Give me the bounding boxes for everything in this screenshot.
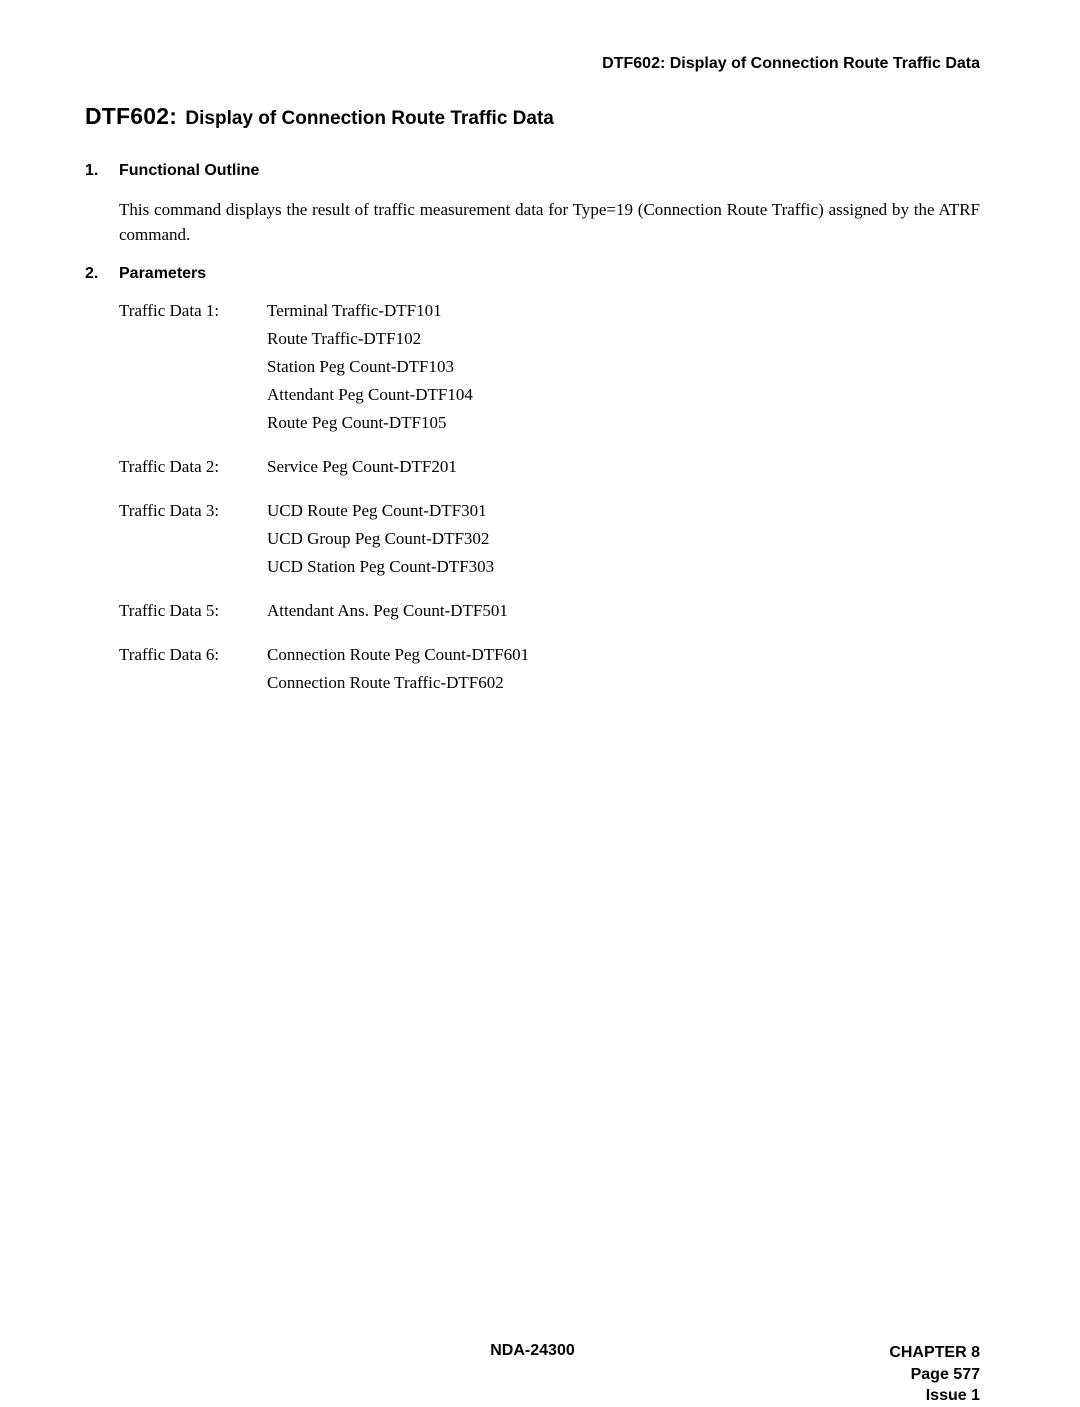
title-rest: Display of Connection Route Traffic Data [185,108,553,129]
param-item: Terminal Traffic-DTF101 [267,301,473,321]
param-items: Attendant Ans. Peg Count-DTF501 [267,601,508,621]
param-group-3: Traffic Data 3: UCD Route Peg Count-DTF3… [119,501,980,577]
title-code: DTF602 [85,103,169,129]
param-items: Service Peg Count-DTF201 [267,457,457,477]
param-item: Route Traffic-DTF102 [267,329,473,349]
param-label: Traffic Data 1: [119,301,267,433]
param-group-2: Traffic Data 2: Service Peg Count-DTF201 [119,457,980,477]
param-label: Traffic Data 2: [119,457,267,477]
param-group-5: Traffic Data 5: Attendant Ans. Peg Count… [119,601,980,621]
param-items: Terminal Traffic-DTF101 Route Traffic-DT… [267,301,473,433]
param-items: Connection Route Peg Count-DTF601 Connec… [267,645,529,693]
param-group-6: Traffic Data 6: Connection Route Peg Cou… [119,645,980,693]
param-item: Connection Route Peg Count-DTF601 [267,645,529,665]
running-header: DTF602: Display of Connection Route Traf… [85,55,980,73]
section-2-title: Parameters [119,265,206,283]
footer-chapter: CHAPTER 8 [889,1342,980,1364]
param-items: UCD Route Peg Count-DTF301 UCD Group Peg… [267,501,494,577]
page-title: DTF602: Display of Connection Route Traf… [85,103,980,130]
parameters-block: Traffic Data 1: Terminal Traffic-DTF101 … [119,301,980,693]
param-item: Attendant Peg Count-DTF104 [267,385,473,405]
footer-doc-id: NDA-24300 [85,1342,980,1360]
param-label: Traffic Data 6: [119,645,267,693]
section-2-heading: 2. Parameters [85,265,980,283]
footer-right: CHAPTER 8 Page 577 Issue 1 [889,1342,980,1407]
section-1-heading: 1. Functional Outline [85,162,980,180]
section-2-number: 2. [85,265,119,283]
param-item: Attendant Ans. Peg Count-DTF501 [267,601,508,621]
param-item: UCD Station Peg Count-DTF303 [267,557,494,577]
param-label: Traffic Data 5: [119,601,267,621]
footer-issue: Issue 1 [889,1385,980,1407]
section-1-number: 1. [85,162,119,180]
section-1-title: Functional Outline [119,162,259,180]
footer-page: Page 577 [889,1364,980,1386]
param-item: UCD Route Peg Count-DTF301 [267,501,494,521]
param-item: Service Peg Count-DTF201 [267,457,457,477]
section-1-body: This command displays the result of traf… [119,198,980,247]
param-group-1: Traffic Data 1: Terminal Traffic-DTF101 … [119,301,980,433]
param-item: Station Peg Count-DTF103 [267,357,473,377]
param-label: Traffic Data 3: [119,501,267,577]
param-item: UCD Group Peg Count-DTF302 [267,529,494,549]
param-item: Connection Route Traffic-DTF602 [267,673,529,693]
title-sep: : [169,103,177,129]
page: DTF602: Display of Connection Route Traf… [0,0,1080,1397]
param-item: Route Peg Count-DTF105 [267,413,473,433]
